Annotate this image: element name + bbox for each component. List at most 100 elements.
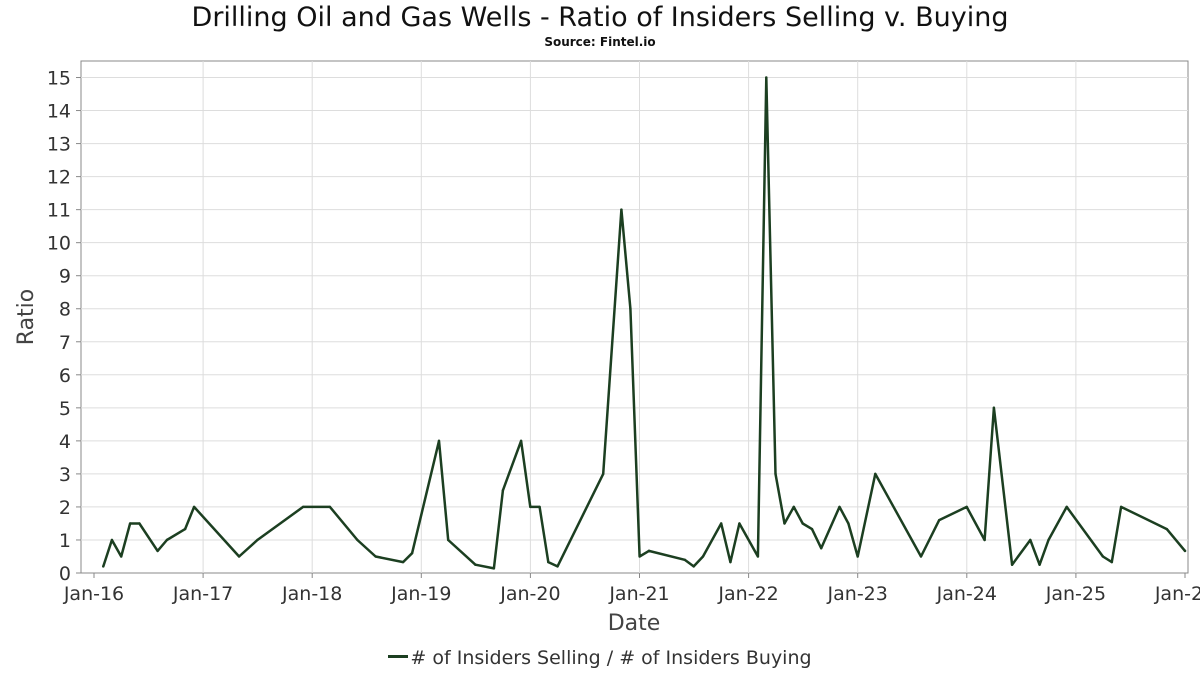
data-point bbox=[692, 565, 695, 568]
data-point bbox=[474, 563, 477, 566]
y-tick-label: 15 bbox=[47, 68, 71, 90]
data-point bbox=[1010, 563, 1014, 566]
data-point bbox=[820, 547, 823, 550]
y-tick-label: 3 bbox=[59, 464, 71, 486]
data-point bbox=[1065, 505, 1068, 509]
data-point bbox=[237, 555, 241, 558]
data-point bbox=[165, 538, 169, 542]
data-point bbox=[138, 522, 141, 525]
x-tick-label: Jan-20 bbox=[499, 583, 560, 605]
data-point bbox=[838, 505, 841, 509]
data-point bbox=[492, 567, 496, 570]
data-point bbox=[992, 406, 996, 410]
x-axis-label: Date bbox=[608, 611, 661, 636]
data-point bbox=[1183, 549, 1187, 553]
data-point bbox=[774, 472, 777, 476]
y-tick-label: 7 bbox=[59, 332, 71, 354]
y-tick-label: 8 bbox=[59, 299, 71, 321]
data-point bbox=[374, 555, 377, 558]
x-tick-label: Jan-22 bbox=[717, 583, 778, 605]
x-axis-ticks: Jan-16 Jan-17 Jan-18 Jan-19 Jan-20 Jan-21 Jan-… bbox=[63, 573, 1200, 605]
x-tick-label: Jan-21 bbox=[608, 583, 669, 605]
x-tick-label: Jan-25 bbox=[1045, 583, 1106, 605]
data-point bbox=[938, 518, 941, 522]
data-point bbox=[128, 522, 132, 525]
data-point bbox=[401, 560, 405, 564]
data-point bbox=[965, 505, 968, 509]
y-axis-label: Ratio bbox=[14, 289, 39, 345]
legend-swatch bbox=[388, 655, 409, 658]
data-point bbox=[638, 555, 641, 558]
data-point bbox=[765, 76, 768, 79]
y-tick-label: 4 bbox=[59, 431, 71, 453]
y-tick-label: 12 bbox=[47, 167, 71, 189]
data-point bbox=[629, 307, 632, 310]
plot-area bbox=[80, 60, 1189, 574]
data-point bbox=[1029, 538, 1032, 542]
legend: # of Insiders Selling / # of Insiders Bu… bbox=[0, 647, 1200, 669]
data-point bbox=[410, 551, 414, 555]
data-point bbox=[183, 527, 187, 531]
y-tick-label: 10 bbox=[47, 233, 71, 255]
y-tick-label: 14 bbox=[47, 101, 71, 123]
data-point bbox=[501, 489, 505, 492]
data-point bbox=[356, 538, 359, 542]
y-tick-label: 11 bbox=[47, 200, 71, 222]
data-point bbox=[738, 522, 741, 525]
x-tick-label: Jan-17 bbox=[172, 583, 233, 605]
data-point bbox=[328, 505, 332, 509]
data-point bbox=[602, 472, 605, 476]
data-point bbox=[538, 505, 541, 509]
data-point bbox=[192, 505, 196, 509]
data-point bbox=[156, 549, 159, 553]
x-tick-label: Jan-18 bbox=[281, 583, 342, 605]
data-point bbox=[301, 505, 305, 509]
data-point bbox=[110, 538, 114, 542]
data-point bbox=[810, 527, 814, 531]
y-tick-label: 0 bbox=[59, 563, 71, 585]
x-tick-label: Jan-16 bbox=[63, 583, 124, 605]
data-point bbox=[529, 505, 532, 509]
data-point bbox=[701, 555, 705, 558]
data-point bbox=[119, 555, 123, 558]
y-tick-label: 2 bbox=[59, 497, 71, 519]
data-point bbox=[519, 439, 523, 443]
y-tick-label: 1 bbox=[59, 530, 71, 552]
data-point bbox=[547, 560, 550, 564]
data-point bbox=[983, 538, 986, 542]
data-point bbox=[556, 565, 559, 568]
data-point bbox=[1110, 560, 1114, 564]
x-tick-label: Jan-26 bbox=[1154, 583, 1200, 605]
data-point bbox=[756, 555, 760, 558]
y-tick-label: 9 bbox=[59, 266, 71, 288]
data-point bbox=[1047, 538, 1050, 542]
data-point bbox=[620, 208, 623, 211]
data-point bbox=[856, 555, 859, 558]
data-point bbox=[1038, 563, 1041, 566]
data-point bbox=[801, 522, 804, 525]
y-tick-label: 6 bbox=[59, 365, 71, 387]
data-point bbox=[1101, 555, 1105, 558]
x-tick-label: Jan-23 bbox=[827, 583, 888, 605]
data-point bbox=[1165, 527, 1168, 531]
data-point bbox=[783, 522, 786, 525]
data-point bbox=[447, 538, 450, 542]
chart-title: Drilling Oil and Gas Wells - Ratio of In… bbox=[191, 2, 1009, 33]
series-lines bbox=[102, 76, 1187, 570]
y-tick-label: 13 bbox=[47, 134, 71, 156]
x-tick-label: Jan-24 bbox=[936, 583, 997, 605]
data-point bbox=[729, 560, 732, 564]
data-point bbox=[874, 472, 877, 476]
data-point bbox=[437, 439, 441, 443]
chart-subtitle: Source: Fintel.io bbox=[544, 35, 656, 49]
legend-label: # of Insiders Selling / # of Insiders Bu… bbox=[410, 647, 812, 669]
data-point bbox=[102, 565, 105, 568]
data-point bbox=[1119, 505, 1123, 509]
x-tick-label: Jan-19 bbox=[390, 583, 451, 605]
data-point bbox=[919, 555, 923, 558]
data-point bbox=[847, 522, 850, 525]
data-point bbox=[647, 549, 651, 553]
y-tick-label: 5 bbox=[59, 398, 71, 420]
grid-lines bbox=[81, 61, 1188, 573]
